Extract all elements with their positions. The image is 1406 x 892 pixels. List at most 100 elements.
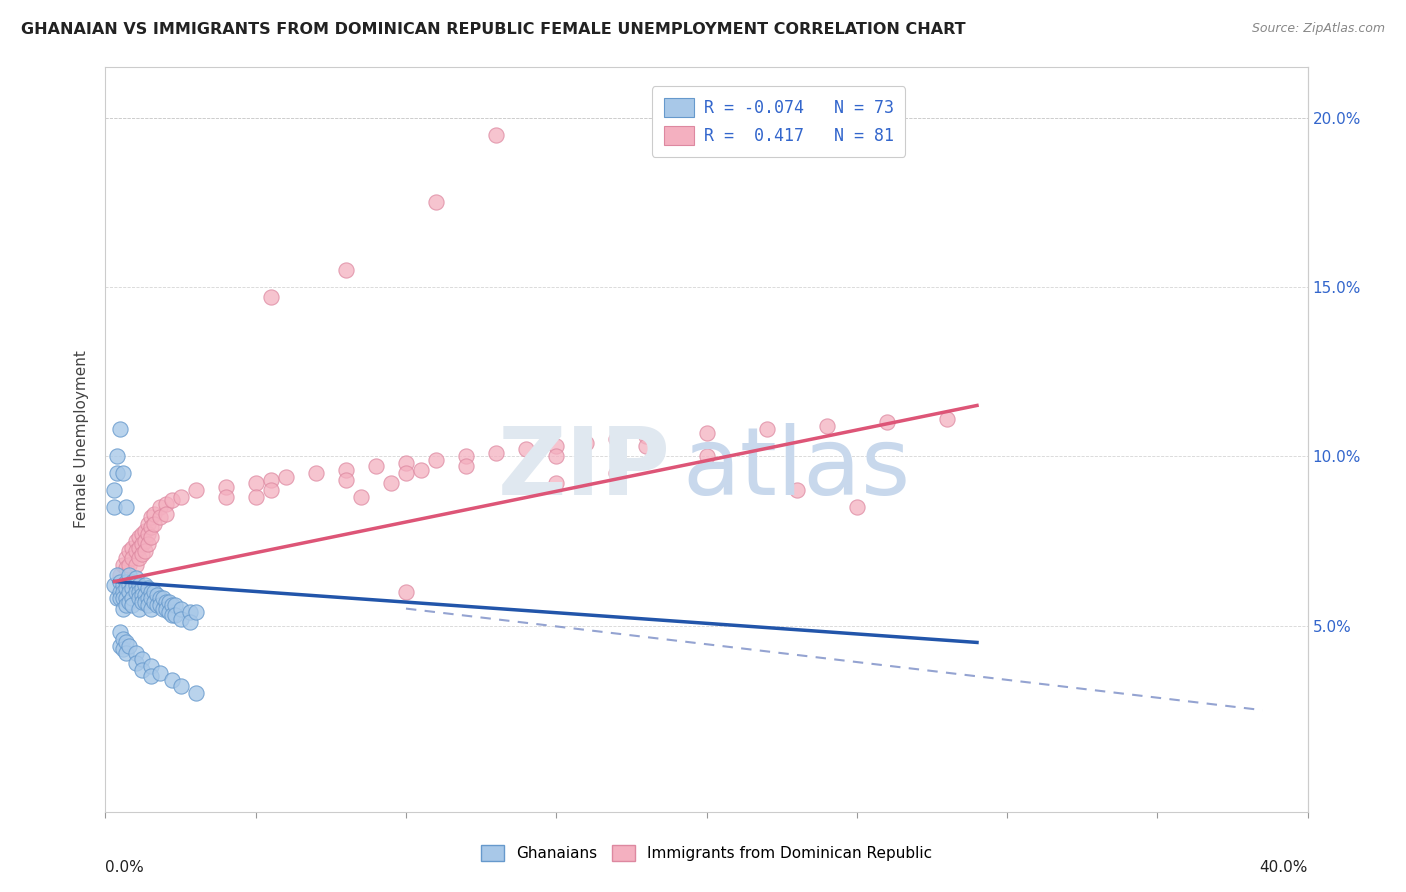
Point <box>139 601 162 615</box>
Point <box>118 544 141 558</box>
Point <box>605 433 627 447</box>
Point <box>163 598 186 612</box>
Point <box>112 591 135 606</box>
Point <box>115 550 138 565</box>
Point <box>160 598 183 612</box>
Point <box>124 578 146 592</box>
Point <box>425 452 447 467</box>
Y-axis label: Female Unemployment: Female Unemployment <box>75 351 90 528</box>
Point <box>112 601 135 615</box>
Point <box>103 578 125 592</box>
Point <box>184 605 207 619</box>
Point <box>118 584 141 599</box>
Point <box>260 483 283 497</box>
Point <box>546 449 568 463</box>
Point <box>128 531 150 545</box>
Legend: Ghanaians, Immigrants from Dominican Republic: Ghanaians, Immigrants from Dominican Rep… <box>474 839 939 867</box>
Point <box>245 476 267 491</box>
Point <box>139 531 162 545</box>
Point <box>131 595 153 609</box>
Point <box>136 598 159 612</box>
Point <box>786 483 808 497</box>
Point <box>118 595 141 609</box>
Point <box>169 601 191 615</box>
Point <box>755 422 778 436</box>
Point <box>169 612 191 626</box>
Point <box>136 527 159 541</box>
Point <box>110 591 132 606</box>
Point <box>121 541 143 555</box>
Point <box>142 595 165 609</box>
Point <box>142 584 165 599</box>
Point <box>110 422 132 436</box>
Point <box>136 516 159 531</box>
Point <box>815 418 838 433</box>
Point <box>350 490 373 504</box>
Point <box>128 584 150 599</box>
Point <box>131 652 153 666</box>
Point <box>605 466 627 480</box>
Text: 40.0%: 40.0% <box>1260 860 1308 875</box>
Point <box>636 429 658 443</box>
Point <box>121 598 143 612</box>
Point <box>124 571 146 585</box>
Point <box>128 541 150 555</box>
Point <box>112 632 135 646</box>
Text: 0.0%: 0.0% <box>105 860 145 875</box>
Text: atlas: atlas <box>682 423 911 515</box>
Point <box>260 290 283 304</box>
Point <box>107 449 129 463</box>
Point <box>107 591 129 606</box>
Point <box>118 558 141 572</box>
Point <box>169 490 191 504</box>
Point <box>134 544 156 558</box>
Point <box>134 578 156 592</box>
Point <box>139 510 162 524</box>
Point <box>115 646 138 660</box>
Point <box>139 584 162 599</box>
Point <box>152 601 174 615</box>
Point <box>636 439 658 453</box>
Point <box>214 490 236 504</box>
Point <box>157 605 180 619</box>
Point <box>128 591 150 606</box>
Point <box>395 456 418 470</box>
Point <box>145 588 167 602</box>
Point <box>274 469 297 483</box>
Point <box>131 527 153 541</box>
Point <box>115 574 138 589</box>
Text: GHANAIAN VS IMMIGRANTS FROM DOMINICAN REPUBLIC FEMALE UNEMPLOYMENT CORRELATION C: GHANAIAN VS IMMIGRANTS FROM DOMINICAN RE… <box>21 22 966 37</box>
Point <box>169 680 191 694</box>
Point <box>131 537 153 551</box>
Point <box>696 425 718 440</box>
Point <box>485 128 508 142</box>
Point <box>260 473 283 487</box>
Point <box>152 591 174 606</box>
Point <box>124 656 146 670</box>
Point <box>124 544 146 558</box>
Point <box>515 442 537 457</box>
Point <box>121 582 143 596</box>
Point <box>155 601 177 615</box>
Point <box>335 463 357 477</box>
Point <box>148 591 170 606</box>
Point <box>107 466 129 480</box>
Point <box>380 476 402 491</box>
Point <box>148 510 170 524</box>
Point <box>131 588 153 602</box>
Point <box>112 558 135 572</box>
Point <box>696 449 718 463</box>
Point <box>103 500 125 514</box>
Point <box>110 567 132 582</box>
Point <box>115 635 138 649</box>
Text: ZIP: ZIP <box>498 423 671 515</box>
Point <box>112 584 135 599</box>
Point <box>184 686 207 700</box>
Point <box>184 483 207 497</box>
Point <box>136 591 159 606</box>
Point <box>136 537 159 551</box>
Point <box>142 507 165 521</box>
Point <box>936 412 959 426</box>
Point <box>160 493 183 508</box>
Point <box>110 574 132 589</box>
